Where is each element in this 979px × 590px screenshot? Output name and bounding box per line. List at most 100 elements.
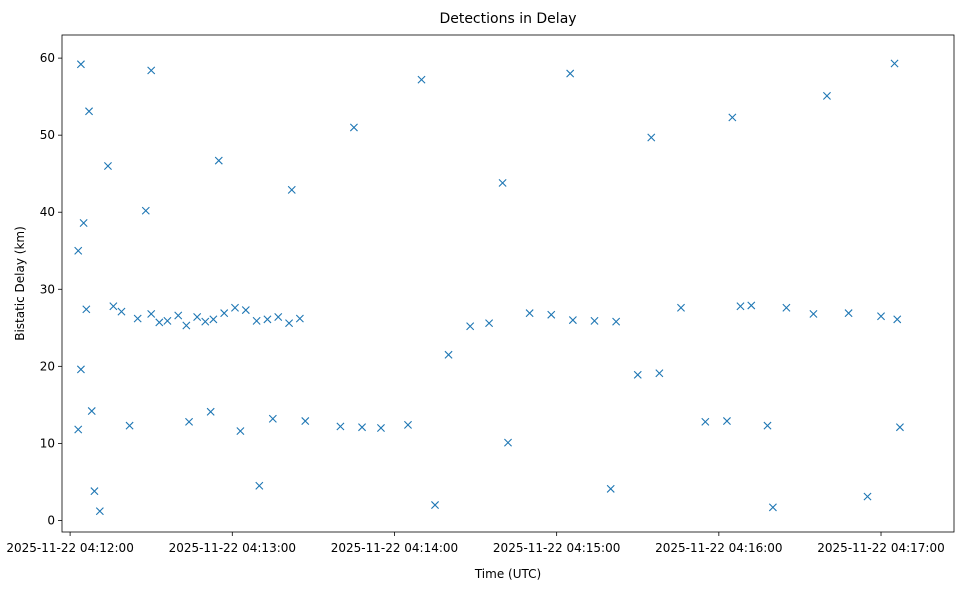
data-point xyxy=(147,66,156,75)
data-points xyxy=(74,59,904,516)
y-tick-label: 60 xyxy=(40,51,55,65)
data-point xyxy=(79,219,88,228)
data-point xyxy=(74,246,83,255)
data-point xyxy=(268,414,277,423)
data-point xyxy=(677,303,685,312)
data-point xyxy=(590,316,599,325)
data-point xyxy=(647,133,656,142)
data-point xyxy=(444,350,453,359)
y-tick-label: 30 xyxy=(40,282,55,296)
data-point xyxy=(633,370,642,379)
chart-title: Detections in Delay xyxy=(439,11,576,27)
data-point xyxy=(301,417,310,426)
data-point xyxy=(568,316,577,325)
data-point xyxy=(82,305,91,314)
data-point xyxy=(349,123,358,132)
data-point xyxy=(736,302,745,311)
y-tick-label: 50 xyxy=(40,128,55,142)
data-point xyxy=(95,507,104,516)
plot-frame xyxy=(61,34,955,533)
data-point xyxy=(133,314,142,323)
data-point xyxy=(403,420,412,429)
data-point xyxy=(185,417,194,426)
data-point xyxy=(844,309,853,318)
data-point xyxy=(182,321,191,330)
data-point xyxy=(431,501,440,510)
data-point xyxy=(498,178,507,187)
y-axis-label: Bistatic Delay (km) xyxy=(13,226,27,341)
data-point xyxy=(763,421,772,430)
data-point xyxy=(241,306,250,315)
data-point xyxy=(87,407,96,416)
data-point xyxy=(525,309,534,318)
data-point xyxy=(893,315,902,324)
data-point xyxy=(612,317,621,326)
data-point xyxy=(220,309,229,318)
data-point xyxy=(252,316,261,325)
data-point xyxy=(809,309,818,318)
data-point xyxy=(90,487,99,496)
data-point xyxy=(863,492,872,501)
data-point xyxy=(728,113,737,122)
data-point xyxy=(147,309,156,318)
x-tick-label: 2025-11-22 04:13:00 xyxy=(169,541,296,555)
data-point xyxy=(274,313,283,322)
data-point xyxy=(358,423,367,432)
x-tick-label: 2025-11-22 04:14:00 xyxy=(331,541,458,555)
data-point xyxy=(895,423,904,432)
data-point xyxy=(877,312,886,321)
data-point xyxy=(231,303,239,312)
data-point xyxy=(141,206,150,215)
data-point xyxy=(109,302,118,311)
data-point xyxy=(125,421,134,430)
data-point xyxy=(285,319,294,328)
data-point xyxy=(201,317,210,326)
data-point xyxy=(155,318,164,327)
data-point xyxy=(206,407,215,416)
data-point xyxy=(701,417,710,426)
data-point xyxy=(485,319,494,328)
data-point xyxy=(287,185,296,194)
y-tick-label: 20 xyxy=(40,359,55,373)
data-point xyxy=(214,156,223,165)
data-point xyxy=(747,301,756,310)
data-point xyxy=(117,307,126,316)
y-tick-label: 0 xyxy=(47,513,55,527)
data-point xyxy=(336,422,345,431)
data-point xyxy=(376,423,385,432)
data-point xyxy=(547,310,556,319)
data-point xyxy=(606,484,615,493)
data-point xyxy=(103,162,112,170)
x-tick-label: 2025-11-22 04:15:00 xyxy=(493,541,620,555)
data-point xyxy=(76,60,85,69)
data-point xyxy=(263,315,272,324)
data-point xyxy=(822,91,831,100)
data-point xyxy=(209,315,218,324)
data-point xyxy=(76,365,85,374)
data-point xyxy=(466,322,475,331)
data-point xyxy=(236,427,245,436)
data-point xyxy=(74,425,83,434)
x-tick-label: 2025-11-22 04:12:00 xyxy=(6,541,133,555)
data-point xyxy=(504,438,512,447)
y-tick-label: 10 xyxy=(40,436,55,450)
data-point xyxy=(295,314,304,323)
x-axis-label: Time (UTC) xyxy=(474,567,541,581)
data-point xyxy=(782,303,791,312)
x-axis: 2025-11-22 04:12:00 2025-11-22 04:13:00 20… xyxy=(6,532,945,555)
data-point xyxy=(890,59,899,68)
y-axis: 0 10 20 30 40 50 60 xyxy=(40,51,62,527)
x-tick-label: 2025-11-22 04:16:00 xyxy=(655,541,782,555)
data-point xyxy=(417,75,426,84)
x-tick-label: 2025-11-22 04:17:00 xyxy=(817,541,944,555)
y-tick-label: 40 xyxy=(40,205,55,219)
data-point xyxy=(255,481,264,490)
data-point xyxy=(566,69,575,78)
data-point xyxy=(163,316,172,325)
data-point xyxy=(655,369,664,378)
data-point xyxy=(174,311,183,320)
data-point xyxy=(193,313,202,322)
data-point xyxy=(722,417,731,426)
data-point xyxy=(768,503,777,512)
